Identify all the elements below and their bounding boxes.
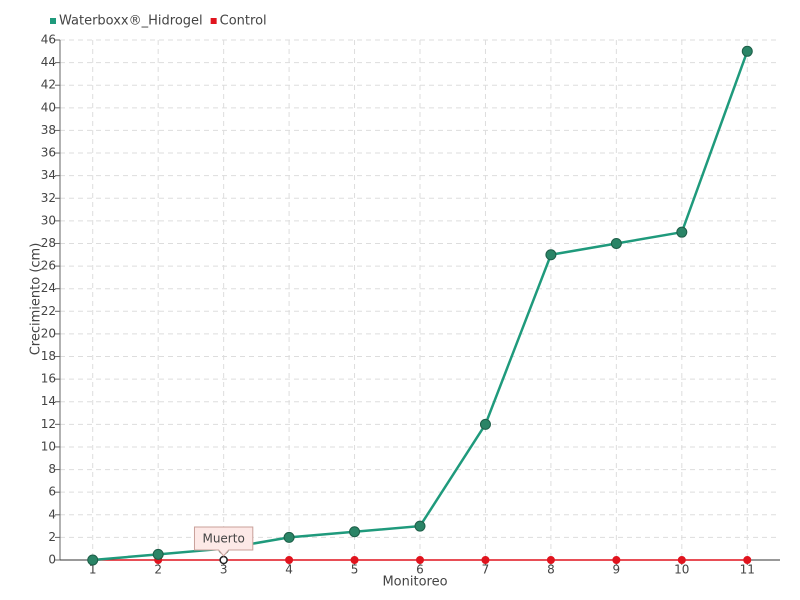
- y-tick-label: 10: [41, 439, 56, 453]
- data-point: [741, 45, 753, 57]
- tooltip-box: [193, 526, 254, 557]
- y-tick-label: 34: [41, 168, 56, 182]
- y-axis-title: Crecimiento (cm): [29, 243, 44, 356]
- x-tick-label: 1: [89, 563, 97, 577]
- y-tick-label: 46: [41, 33, 56, 47]
- y-tick-label: 32: [41, 191, 56, 205]
- y-tick-label: 30: [41, 213, 56, 227]
- legend-swatch: [50, 18, 56, 24]
- data-point: [677, 556, 686, 564]
- tooltip: [193, 526, 254, 557]
- y-tick-label: 18: [41, 349, 56, 363]
- x-tick-label: 9: [613, 563, 621, 577]
- data-point: [610, 237, 622, 249]
- x-tick-label: 6: [416, 563, 424, 577]
- y-tick-label: 42: [41, 78, 56, 92]
- data-point: [546, 556, 555, 564]
- data-point: [676, 226, 688, 238]
- x-tick-label: 5: [351, 563, 359, 577]
- legend-swatch: [210, 18, 217, 24]
- x-tick-label: 2: [154, 563, 162, 577]
- y-tick-label: 38: [41, 123, 56, 137]
- y-tick-label: 20: [41, 326, 56, 340]
- y-tick-label: 4: [48, 507, 56, 521]
- y-tick-label: 22: [41, 304, 56, 318]
- data-point: [481, 556, 490, 564]
- data-point: [350, 556, 359, 564]
- y-tick-label: 2: [48, 530, 56, 544]
- y-tick-label: 8: [48, 462, 56, 476]
- annotated-point: [219, 555, 228, 565]
- legend-label: Waterboxx®_Hidrogel: [59, 14, 203, 29]
- annotation: Muerto: [202, 532, 244, 546]
- data-point: [612, 556, 621, 564]
- x-tick-label: 7: [482, 563, 490, 577]
- data-point: [416, 556, 424, 564]
- x-tick-label: 3: [220, 563, 228, 577]
- data-point: [545, 249, 557, 261]
- data-point: [743, 556, 752, 564]
- data-point: [87, 554, 99, 566]
- data-point: [152, 548, 164, 560]
- data-point: [479, 418, 491, 430]
- data-point: [283, 531, 295, 543]
- y-tick-label: 28: [41, 236, 56, 250]
- data-point: [285, 556, 294, 564]
- data-point: [414, 520, 426, 532]
- legend-label: Control: [220, 14, 267, 29]
- y-tick-label: 40: [41, 100, 56, 114]
- y-tick-label: 26: [41, 259, 56, 273]
- y-tick-label: 44: [41, 55, 56, 69]
- x-tick-label: 4: [285, 563, 293, 577]
- y-tick-label: 14: [41, 394, 56, 408]
- data-point: [349, 526, 361, 538]
- x-tick-label: 10: [674, 563, 689, 577]
- y-tick-label: 36: [41, 146, 56, 160]
- x-tick-label: 8: [547, 563, 555, 577]
- y-tick-label: 24: [41, 281, 56, 295]
- y-tick-label: 12: [41, 417, 56, 431]
- y-tick-label: 0: [48, 553, 56, 567]
- y-tick-label: 16: [41, 372, 56, 386]
- x-tick-label: 11: [740, 563, 755, 577]
- x-axis-title: Monitoreo: [382, 575, 447, 590]
- y-tick-label: 6: [48, 485, 56, 499]
